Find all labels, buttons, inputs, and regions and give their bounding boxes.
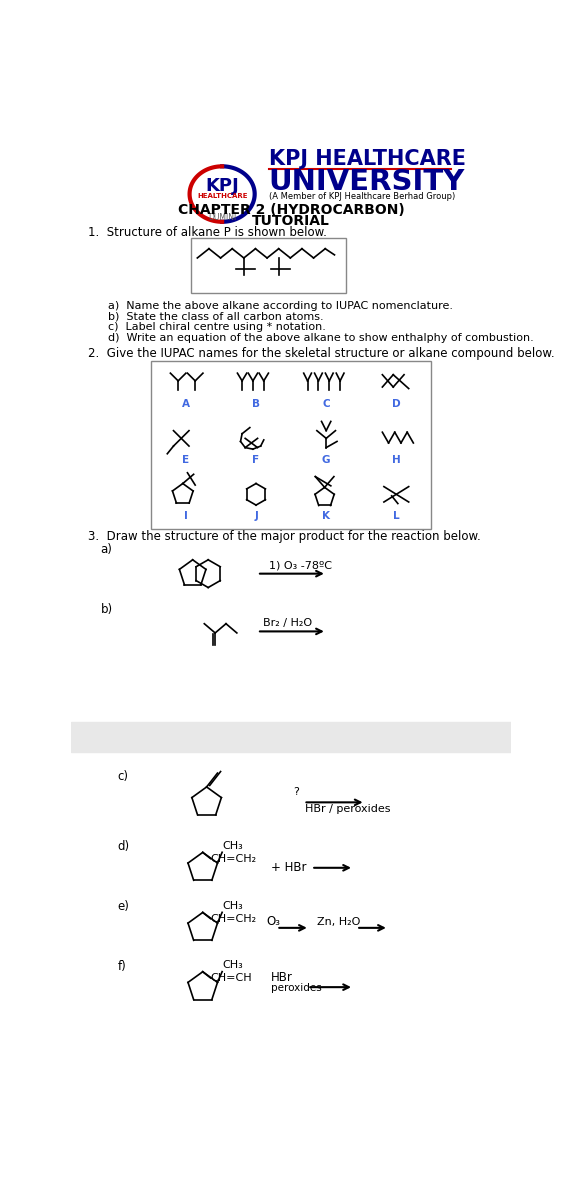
- Text: d)  Write an equation of the above alkane to show enthalphy of combustion.: d) Write an equation of the above alkane…: [108, 334, 534, 343]
- Text: d): d): [118, 840, 130, 853]
- Text: a): a): [101, 542, 112, 556]
- Bar: [191, 238, 346, 293]
- Text: KPJ HEALTHCARE: KPJ HEALTHCARE: [269, 150, 466, 169]
- Text: CH=CH: CH=CH: [211, 973, 252, 983]
- Text: CH=CH₂: CH=CH₂: [211, 853, 257, 864]
- Text: 1) O₃ -78ºC: 1) O₃ -78ºC: [269, 560, 332, 570]
- Text: b): b): [101, 604, 112, 617]
- Bar: [151, 361, 431, 529]
- Text: D: D: [392, 398, 400, 409]
- Text: DUMINI: DUMINI: [208, 212, 236, 222]
- Text: L: L: [393, 510, 400, 521]
- Ellipse shape: [191, 168, 253, 221]
- Text: F: F: [252, 455, 260, 464]
- Text: (A Member of KPJ Healthcare Berhad Group): (A Member of KPJ Healthcare Berhad Group…: [269, 192, 455, 200]
- Bar: [71, 721, 511, 752]
- Text: HEALTHCARE: HEALTHCARE: [197, 192, 248, 198]
- Text: Br₂ / H₂O: Br₂ / H₂O: [263, 618, 312, 628]
- Text: HBr: HBr: [271, 971, 293, 984]
- Text: K: K: [322, 510, 330, 521]
- Text: B: B: [252, 398, 260, 409]
- Text: Zn, H₂O: Zn, H₂O: [318, 917, 361, 926]
- Text: e): e): [118, 900, 130, 913]
- Text: CH₃: CH₃: [222, 901, 243, 911]
- Text: CH₃: CH₃: [222, 841, 243, 851]
- Text: 2.  Give the IUPAC names for the skeletal structure or alkane compound below.: 2. Give the IUPAC names for the skeletal…: [88, 347, 555, 360]
- Text: 3.  Draw the structure of the major product for the reaction below.: 3. Draw the structure of the major produ…: [88, 530, 481, 544]
- Text: + HBr: + HBr: [271, 862, 307, 875]
- Text: HBr / peroxides: HBr / peroxides: [305, 804, 391, 814]
- Text: f): f): [118, 960, 126, 973]
- Text: H: H: [392, 455, 400, 464]
- Text: ?: ?: [293, 787, 299, 797]
- Text: 1.  Structure of alkane P is shown below.: 1. Structure of alkane P is shown below.: [88, 226, 327, 239]
- Text: C: C: [323, 398, 330, 409]
- Text: O₃: O₃: [266, 916, 280, 929]
- Text: CH=CH₂: CH=CH₂: [211, 913, 257, 924]
- Text: b)  State the class of all carbon atoms.: b) State the class of all carbon atoms.: [108, 312, 324, 322]
- Text: G: G: [322, 455, 331, 464]
- Text: peroxides: peroxides: [271, 983, 321, 992]
- Text: A: A: [182, 398, 190, 409]
- Text: CHAPTER 2 (HYDROCARBON): CHAPTER 2 (HYDROCARBON): [178, 203, 404, 217]
- Text: c)  Label chiral centre using * notation.: c) Label chiral centre using * notation.: [108, 323, 326, 332]
- Text: E: E: [182, 455, 190, 464]
- Text: CH₃: CH₃: [222, 960, 243, 971]
- Text: UNIVERSITY: UNIVERSITY: [269, 168, 465, 197]
- Text: J: J: [254, 510, 258, 521]
- Text: I: I: [184, 510, 188, 521]
- Text: TUTORIAL: TUTORIAL: [252, 214, 330, 228]
- Text: a)  Name the above alkane according to IUPAC nomenclature.: a) Name the above alkane according to IU…: [108, 301, 453, 311]
- Text: c): c): [118, 770, 128, 784]
- Text: KPJ: KPJ: [205, 178, 239, 196]
